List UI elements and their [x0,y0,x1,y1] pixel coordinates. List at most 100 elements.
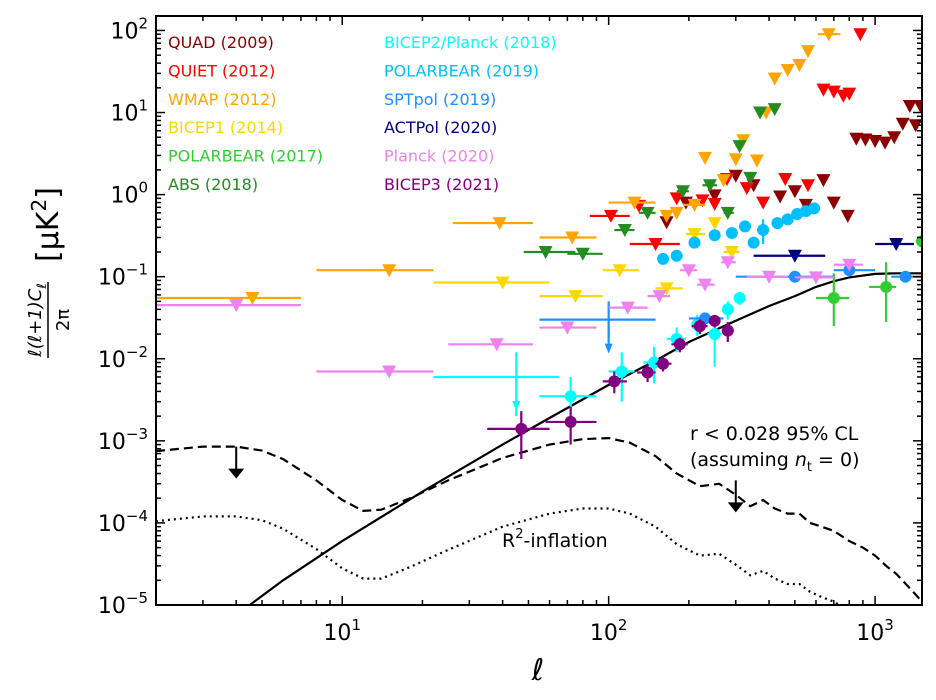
upper-limit-marker [902,100,917,114]
series-8 [539,264,922,354]
data-point [708,328,721,341]
upper-limit-marker [858,133,873,147]
upper-limit-marker [707,197,722,211]
upper-limit-marker [887,131,902,145]
y-tick-label: 10−3 [98,425,148,455]
data-point [693,320,706,333]
upper-limit-marker [826,85,841,99]
upper-limit-marker [245,291,260,305]
data-point [916,235,922,248]
upper-limit-marker [627,196,642,210]
data-point [733,291,746,304]
upper-limit-marker [620,301,635,315]
upper-limit-marker [603,209,618,223]
upper-limit-marker [767,103,782,117]
x-tick-label: 101 [323,616,361,646]
upper-limit-marker [773,190,788,204]
upper-limit-marker [575,247,590,261]
series-5 [523,103,782,261]
upper-limit-marker [778,172,793,186]
upper-limit-marker [743,171,758,185]
upper-limit-marker [908,119,922,133]
upper-limit-marker [808,271,823,285]
upper-limit-marker [821,28,836,42]
legend-entry: WMAP (2012) [168,90,277,109]
upper-limit-arrowhead [512,400,521,411]
upper-limit-marker [565,231,580,245]
data-point [673,338,686,351]
upper-limit-arrowhead [604,343,613,354]
upper-limit-marker [382,264,397,278]
upper-limit-marker [707,189,722,203]
upper-limit-marker [229,299,244,313]
legend-entry: ACTPol (2020) [384,118,497,137]
upper-limit-marker [707,217,722,231]
upper-limit-marker [702,179,717,193]
upper-limit-marker [842,87,857,101]
x-tick-label: 102 [590,616,628,646]
upper-limit-marker [568,290,583,304]
data-point [708,229,721,242]
series-2 [156,28,841,305]
data-point [771,217,784,230]
data-point [721,324,734,337]
y-axis-label: ℓ(ℓ+1)Cℓ 2π [μK2] [25,187,74,358]
upper-limit-marker [800,179,815,193]
upper-limit-marker [800,45,815,59]
upper-limit-marker [720,256,735,270]
series-4 [815,232,922,327]
upper-limit-marker [695,194,710,208]
upper-limit-marker [913,100,922,114]
data-point [515,422,528,435]
upper-limit-marker [792,58,807,72]
r2-inflation-label: R2-inflation [502,527,608,552]
upper-limit-marker [659,209,674,223]
upper-limit-marker [681,264,696,278]
upper-limit-marker [739,182,754,196]
upper-limit-marker [826,196,841,210]
data-point [608,375,621,388]
legend-entry: BICEP3 (2021) [384,175,499,194]
upper-limit-marker [648,238,663,252]
data-point [648,356,661,369]
legend-entry: BICEP2/Planck (2018) [384,33,557,52]
series-9 [753,238,915,263]
upper-limit-marker [787,249,802,263]
data-point [564,390,577,403]
upper-limit-marker [728,153,743,167]
data-point [657,357,670,370]
y-tick-label: 101 [110,97,148,127]
upper-limit-marker [720,206,735,220]
data-point [747,236,760,249]
limit-annotation-line1: r < 0.028 95% CL [690,423,859,445]
legend-entry: POLARBEAR (2019) [384,61,539,80]
upper-limit-marker [687,198,702,212]
upper-limit-marker [675,185,690,199]
upper-limit-marker [868,134,883,148]
y-tick-label: 10−1 [98,261,148,291]
upper-limit-marker [492,217,507,231]
legend-entry: Planck (2020) [384,147,494,166]
series-7 [657,202,821,265]
upper-limit-marker [780,63,795,77]
upper-limit-marker [853,28,868,42]
data-point [564,415,577,428]
upper-limit-marker [382,365,397,379]
legend-entry: QUIET (2012) [168,61,275,80]
upper-limit-marker [698,278,713,292]
upper-limit-marker [698,151,713,165]
upper-limit-marker [669,206,684,220]
upper-limit-marker [756,196,771,210]
curve-dotted [156,507,842,605]
upper-limit-marker [889,238,904,252]
legend-entry: QUAD (2009) [168,33,274,52]
upper-limit-marker [878,136,893,150]
data-point [808,202,821,215]
y-tick-label: 10−5 [98,589,148,619]
plot-frame [155,15,923,606]
axis-ticks: 101 102 103 10−5 10−4 10−3 10−2 10−1 100 101 102 [98,14,922,646]
upper-limit-marker [617,224,632,238]
y-tick-label: 10−4 [98,507,148,537]
curve-dashed [156,436,922,603]
y-tick-label: 10−2 [98,343,148,373]
